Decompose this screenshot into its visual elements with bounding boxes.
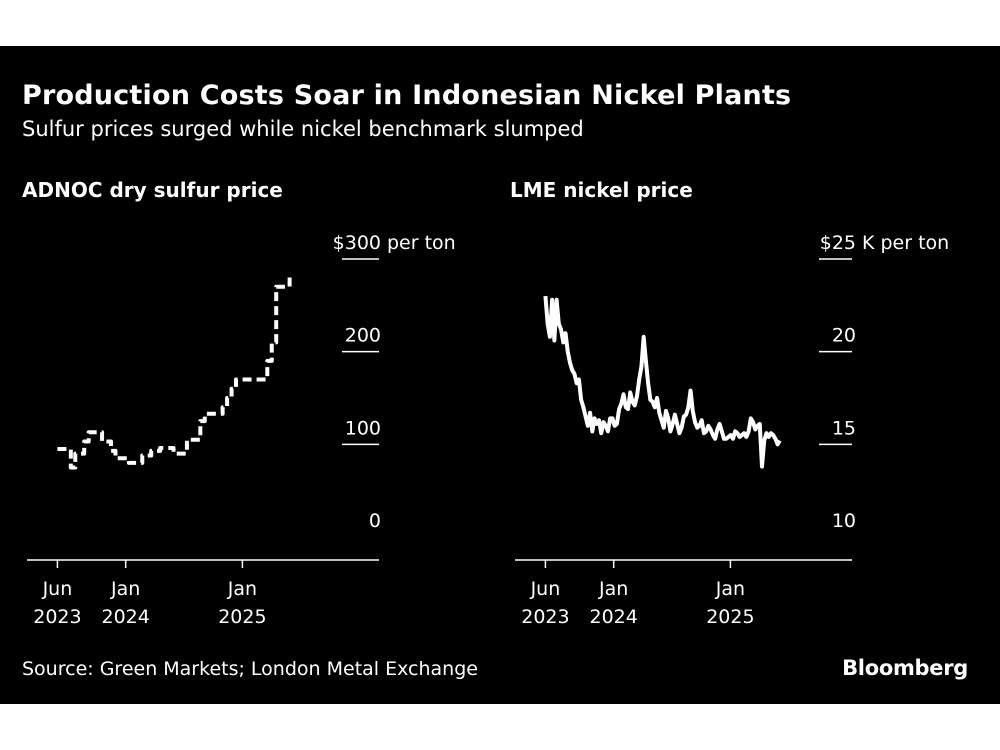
series-line [543,295,782,469]
bloomberg-logo: Bloomberg [842,656,968,680]
x-tick-label-year: 2025 [706,606,754,628]
nickel-price-chart: $25 20 15 10 K per ton Jun 2023 Jan 2024 Jan 2025 [515,232,949,628]
x-tick-label-month: Jan [110,578,140,600]
y-tick-label: 0 [369,510,381,532]
x-tick-label-year: 2023 [33,606,81,628]
y-tick-label: $300 [333,232,381,254]
y-tick-label: 100 [345,417,381,439]
y-unit-label: per ton [387,232,456,254]
y-tick-label: 20 [832,325,856,347]
sulfur-price-chart: $300 200 100 0 per ton Jun 2023 Jan 2024 Jan 2025 [27,232,456,628]
series-line [57,277,292,470]
x-tick-label-month: Jan [598,578,628,600]
chart-subtitle: Sulfur prices surged while nickel benchm… [22,117,584,141]
nickel-panel-title: LME nickel price [510,178,693,202]
y-tick-label: 15 [832,417,856,439]
x-tick-label-month: Jun [530,578,561,600]
x-tick-label-year: 2024 [589,606,637,628]
y-unit-label: K per ton [862,232,949,254]
chart-title: Production Costs Soar in Indonesian Nick… [22,80,792,111]
chart-card: Production Costs Soar in Indonesian Nick… [0,46,1000,704]
x-tick-label-month: Jan [227,578,257,600]
x-tick-label-year: 2025 [218,606,266,628]
source-note: Source: Green Markets; London Metal Exch… [22,658,478,680]
x-tick-label-year: 2024 [101,606,149,628]
sulfur-panel-title: ADNOC dry sulfur price [22,178,283,202]
x-tick-label-year: 2023 [521,606,569,628]
x-tick-label-month: Jan [715,578,745,600]
y-tick-label: $25 [820,232,856,254]
x-tick-label-month: Jun [42,578,73,600]
y-tick-label: 10 [832,510,856,532]
y-tick-label: 200 [345,325,381,347]
